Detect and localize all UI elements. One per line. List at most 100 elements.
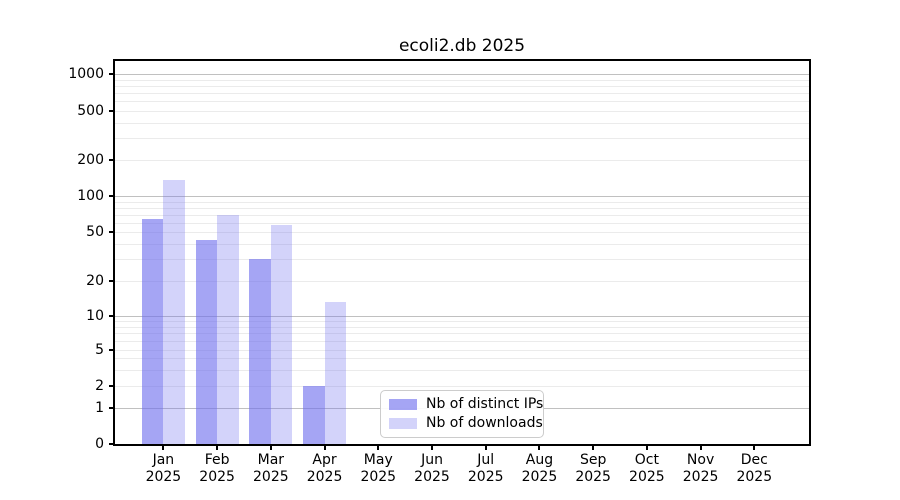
x-tick-mark: [323, 446, 326, 450]
x-tick-mark: [592, 446, 595, 450]
legend: Nb of distinct IPs Nb of downloads: [380, 390, 544, 438]
gridline-major: [114, 315, 810, 317]
y-tick-label: 0: [95, 436, 104, 453]
x-tick-mark: [216, 446, 219, 450]
y-tick-label: 50: [86, 224, 104, 241]
bar-distinct-ips: [249, 259, 271, 445]
gridline-major: [114, 74, 810, 75]
legend-row: Nb of distinct IPs: [389, 397, 543, 412]
y-tick-mark: [109, 231, 113, 234]
x-tick-year: 2025: [145, 469, 182, 485]
plot-area: [114, 61, 810, 445]
bar-downloads: [217, 214, 239, 445]
x-tick-year: 2025: [521, 469, 558, 485]
gridline-minor: [114, 160, 810, 161]
x-tick-label: Jul 2025: [454, 452, 518, 486]
gridline-minor: [114, 79, 810, 81]
x-tick-label: Oct 2025: [615, 452, 679, 486]
x-tick-label: Sep 2025: [561, 452, 625, 486]
x-tick-month: Nov: [686, 452, 715, 468]
x-tick-label: Nov 2025: [669, 452, 733, 486]
y-tick-mark: [109, 279, 113, 282]
x-tick-label: Feb 2025: [185, 452, 249, 486]
y-tick-label: 2: [95, 377, 104, 394]
legend-swatch-distinct-ips: [389, 399, 417, 410]
y-tick-mark: [109, 348, 113, 351]
legend-swatch-downloads: [389, 418, 417, 429]
x-tick-month: Feb: [204, 452, 230, 468]
x-tick-mark: [699, 446, 702, 450]
gridline-minor: [114, 320, 810, 322]
y-tick-mark: [109, 443, 113, 446]
x-tick-mark: [538, 446, 541, 450]
chart-title: ecoli2.db 2025: [398, 36, 526, 56]
gridline-major: [114, 196, 810, 197]
y-tick-mark: [109, 384, 113, 387]
y-tick-label: 100: [77, 188, 104, 204]
x-tick-month: Jul: [477, 452, 495, 468]
gridline-minor: [114, 244, 810, 246]
y-tick-label: 500: [77, 102, 104, 119]
y-tick-mark: [109, 109, 113, 112]
legend-row: Nb of downloads: [389, 416, 543, 431]
x-tick-month: Sep: [579, 452, 607, 468]
x-tick-month: Aug: [525, 452, 554, 468]
gridline-minor: [114, 340, 810, 342]
x-tick-mark: [431, 446, 433, 450]
x-tick-mark: [645, 446, 648, 450]
x-tick-month: May: [363, 452, 393, 468]
gridline-minor: [114, 333, 810, 335]
y-tick-label: 1000: [68, 66, 104, 82]
y-tick-mark: [109, 314, 113, 317]
gridline-minor: [114, 207, 810, 209]
legend-label: Nb of downloads: [426, 415, 543, 431]
y-tick-mark: [109, 73, 113, 75]
x-tick-month: Apr: [312, 452, 337, 468]
x-tick-year: 2025: [306, 469, 343, 485]
x-tick-year: 2025: [360, 469, 397, 485]
x-tick-mark: [753, 446, 756, 450]
x-tick-mark: [269, 446, 272, 450]
x-tick-year: 2025: [467, 469, 504, 485]
gridline-minor: [114, 138, 810, 140]
x-tick-label: Dec 2025: [722, 452, 786, 486]
bar-downloads: [324, 302, 346, 445]
bar-distinct-ips: [195, 240, 218, 445]
x-tick-label: Aug 2025: [507, 452, 571, 486]
x-tick-year: 2025: [253, 469, 289, 485]
x-tick-month: Oct: [634, 452, 659, 468]
x-tick-year: 2025: [199, 469, 235, 485]
x-tick-month: Dec: [740, 452, 768, 468]
gridline-minor: [114, 101, 810, 103]
gridline-minor: [114, 259, 810, 261]
x-tick-year: 2025: [575, 469, 611, 485]
x-tick-month: Jun: [421, 452, 443, 468]
gridline-minor: [114, 385, 810, 387]
x-tick-label: Mar 2025: [239, 452, 303, 486]
x-tick-mark: [377, 446, 380, 450]
gridline-minor: [114, 369, 810, 371]
y-tick-label: 10: [86, 307, 104, 324]
x-tick-label: Jan 2025: [131, 452, 195, 486]
x-tick-month: Mar: [257, 452, 285, 468]
y-tick-label: 200: [77, 152, 104, 168]
gridline-minor: [114, 222, 810, 224]
x-tick-month: Jan: [152, 452, 175, 468]
x-tick-label: Jun 2025: [400, 452, 464, 486]
gridline-minor: [114, 358, 810, 360]
x-tick-mark: [162, 446, 165, 450]
gridline-minor: [114, 214, 810, 216]
gridline-minor: [114, 280, 810, 282]
x-tick-label: Apr 2025: [293, 452, 357, 486]
gridline-minor: [114, 232, 810, 234]
bar-downloads: [163, 180, 185, 445]
x-tick-mark: [484, 446, 487, 450]
gridline-minor: [114, 92, 810, 94]
x-tick-year: 2025: [414, 469, 450, 485]
y-tick-mark: [109, 159, 113, 161]
bar-downloads: [270, 225, 293, 445]
x-tick-year: 2025: [736, 469, 773, 485]
gridline-minor: [114, 326, 810, 328]
legend-label: Nb of distinct IPs: [426, 396, 544, 412]
